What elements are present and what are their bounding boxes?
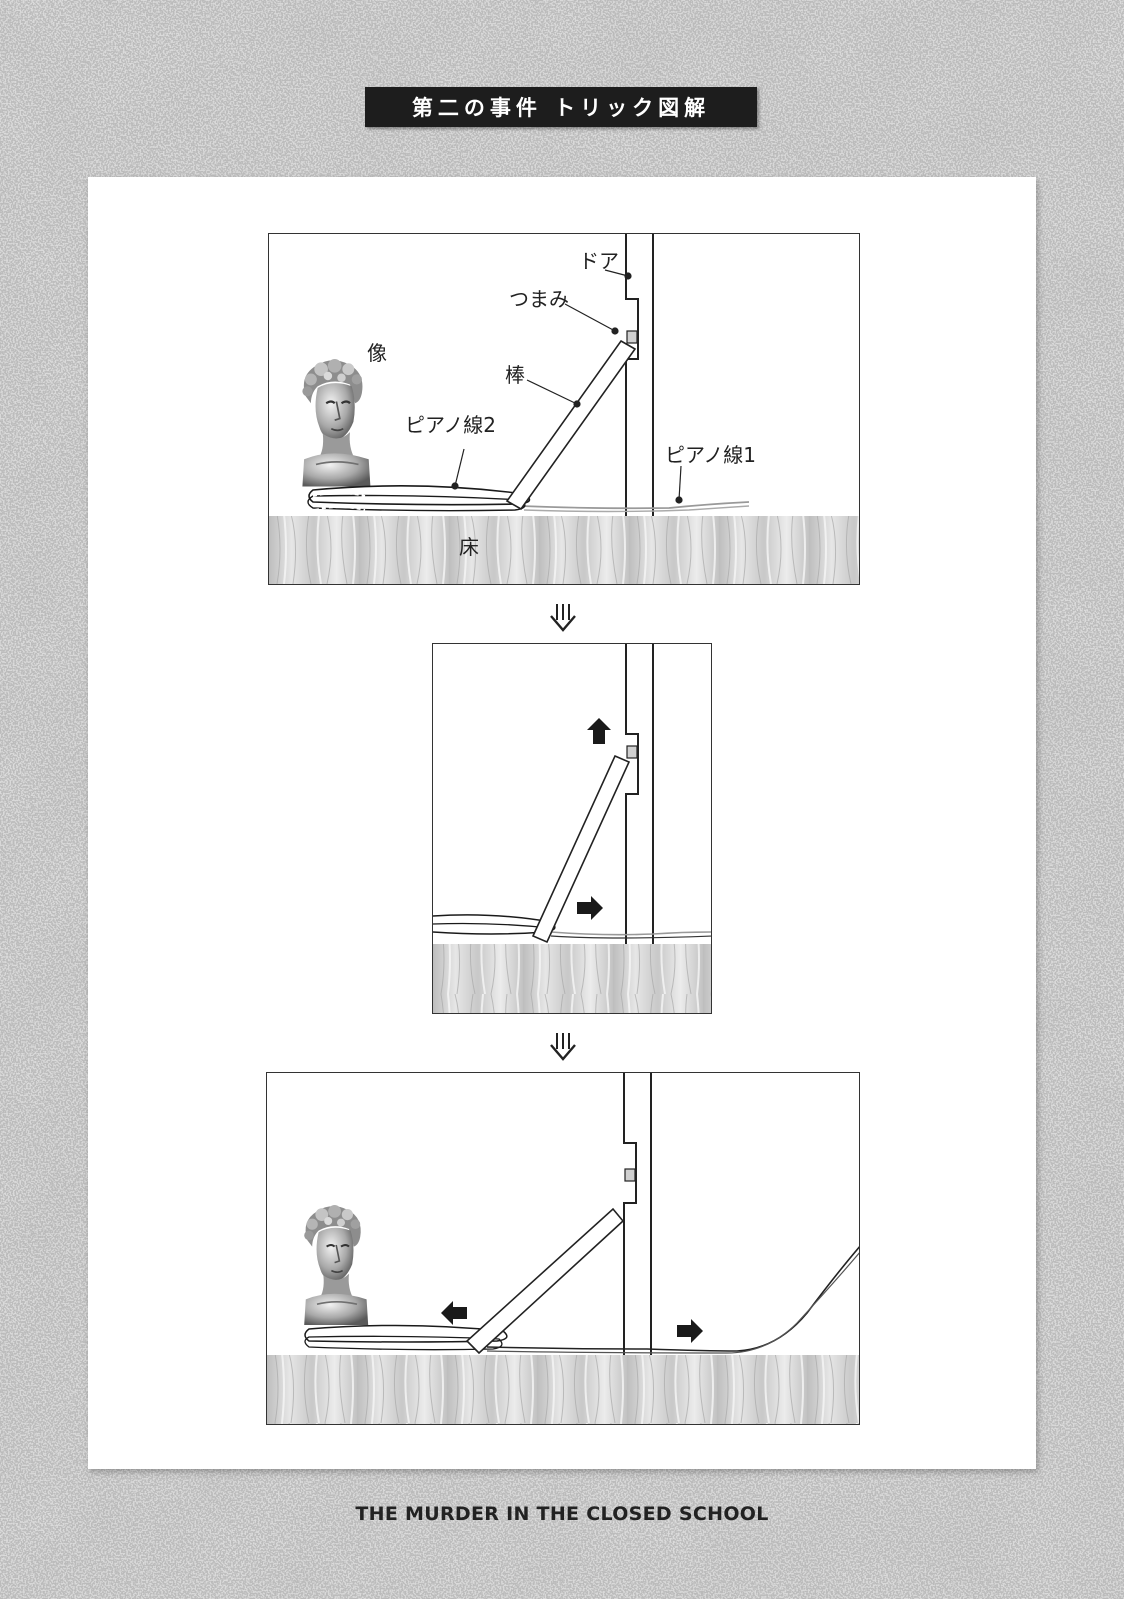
label-floor: 床 [459, 535, 479, 559]
footer-title: THE MURDER IN THE CLOSED SCHOOL [355, 1503, 769, 1525]
door [623, 1073, 652, 1355]
knob [626, 330, 638, 344]
piano-wire-1 [520, 501, 750, 513]
right-arrow-icon [577, 896, 603, 920]
door [625, 644, 654, 944]
stick [505, 339, 637, 511]
floor [267, 1355, 859, 1424]
floor [269, 516, 859, 584]
label-stick: 棒 [505, 363, 525, 387]
floor [433, 944, 711, 1013]
stick [465, 1207, 625, 1355]
label-door: ドア [579, 249, 619, 273]
page-title-banner: 第二の事件 トリック図解 [365, 87, 757, 127]
diagram-panel-result [266, 1072, 860, 1425]
knob [626, 745, 638, 759]
double-down-arrow-icon [550, 604, 576, 632]
label-wire1: ピアノ線1 [665, 443, 756, 467]
bust-statue-icon [303, 1203, 370, 1327]
knob [624, 1168, 636, 1182]
double-down-arrow-icon [550, 1033, 576, 1061]
stick [531, 754, 631, 944]
right-arrow-icon [677, 1319, 703, 1343]
label-statue: 像 [367, 341, 387, 365]
label-knob: つまみ [509, 287, 569, 311]
label-wire2: ピアノ線2 [405, 413, 496, 437]
page-title: 第二の事件 トリック図解 [411, 96, 711, 120]
piano-wire-2 [307, 485, 531, 512]
up-arrow-icon [587, 718, 611, 744]
diagram-panel-pull [432, 643, 712, 1014]
piano-wire-1 [486, 1246, 859, 1354]
door [625, 234, 654, 516]
piano-wire-2 [304, 1324, 508, 1351]
left-arrow-icon [441, 1301, 467, 1325]
diagram-panel-setup: ドア つまみ 像 棒 ピアノ線2 ピアノ線1 床 [268, 233, 860, 585]
bust-statue-icon [301, 357, 372, 488]
piano-wire-1 [550, 931, 711, 939]
